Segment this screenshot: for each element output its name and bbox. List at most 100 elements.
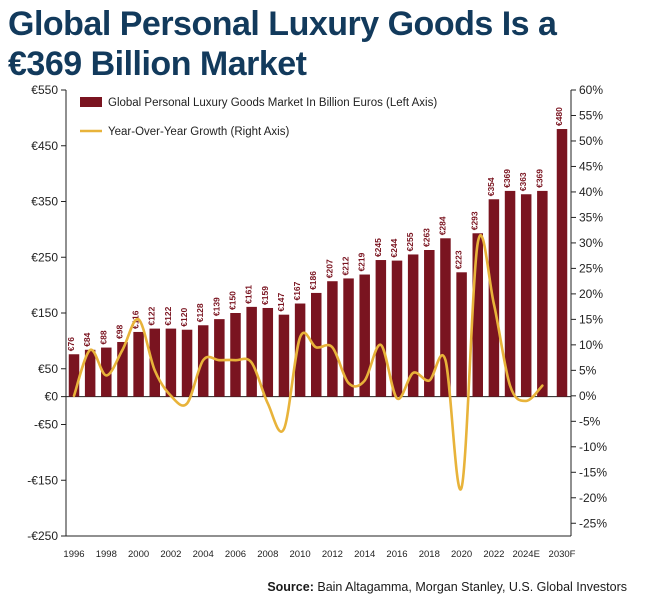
left-axis-tick-label: €50 — [38, 362, 58, 376]
bar-value-label: €480 — [554, 107, 564, 126]
bar-value-label: €167 — [292, 281, 302, 300]
left-axis-tick-label: €550 — [31, 83, 58, 97]
bar-value-label: €354 — [486, 177, 496, 196]
bar — [84, 349, 96, 397]
x-axis-tick-label: 1996 — [63, 549, 84, 560]
right-axis-tick-label: -15% — [579, 465, 607, 479]
x-axis-tick-label: 2030F — [549, 549, 576, 560]
legend-bar-label: Global Personal Luxury Goods Market In B… — [108, 97, 437, 109]
chart-title: Global Personal Luxury Goods Is a €369 B… — [8, 4, 638, 84]
right-axis-tick-label: 30% — [579, 236, 603, 250]
right-axis-tick-label: 40% — [579, 185, 603, 199]
x-axis-tick-label: 2020 — [451, 549, 472, 560]
chart-title-line1: Global Personal Luxury Goods Is a — [8, 5, 557, 43]
bar-value-label: €120 — [179, 308, 189, 327]
bar — [101, 347, 112, 397]
left-axis-tick-label: -€150 — [27, 473, 58, 487]
x-axis-tick-label: 1998 — [96, 549, 117, 560]
right-axis-tick-label: 25% — [579, 261, 603, 275]
bar — [520, 194, 532, 397]
bar-value-label: €284 — [437, 216, 447, 235]
growth-line — [72, 233, 544, 491]
source-note: Source: Bain Altagamma, Morgan Stanley, … — [267, 580, 627, 594]
source-label: Source: — [267, 580, 314, 594]
bar — [537, 190, 548, 397]
legend-line-label: Year-Over-Year Growth (Right Axis) — [108, 126, 289, 138]
right-axis-tick-label: -20% — [579, 491, 607, 505]
bar — [359, 274, 370, 397]
bar — [181, 329, 193, 397]
x-axis-tick-label: 2012 — [322, 549, 343, 560]
bar — [262, 307, 274, 397]
bar-value-label: €255 — [405, 232, 415, 251]
bar — [504, 190, 516, 397]
x-axis-tick-label: 2018 — [419, 549, 440, 560]
bar — [472, 233, 483, 397]
bar — [165, 328, 177, 397]
bar — [230, 313, 241, 397]
chart-title-line2: €369 Billion Market — [8, 45, 307, 83]
bar — [391, 260, 403, 397]
right-axis-tick-label: -10% — [579, 440, 607, 454]
left-axis-tick-label: €150 — [31, 306, 58, 320]
bar — [456, 272, 467, 397]
bar-value-label: €147 — [276, 292, 286, 311]
bar — [311, 292, 322, 397]
left-axis-tick-label: €350 — [31, 195, 58, 209]
bar — [149, 328, 160, 397]
bar-value-label: €139 — [211, 297, 221, 316]
x-axis-tick-label: 2006 — [225, 549, 246, 560]
bar — [278, 314, 290, 397]
bar — [294, 303, 306, 397]
right-axis-tick-label: -25% — [579, 516, 607, 530]
bar-value-label: €245 — [373, 238, 383, 257]
right-axis-tick-label: 60% — [579, 83, 603, 97]
x-axis-tick-label: 2022 — [483, 549, 504, 560]
x-axis-tick-label: 2010 — [290, 549, 311, 560]
bar-value-label: €122 — [163, 306, 173, 325]
right-axis-tick-label: 45% — [579, 159, 603, 173]
x-axis-tick-label: 2024E — [512, 549, 539, 560]
bar-value-label: €219 — [357, 252, 367, 271]
right-axis-tick-label: 10% — [579, 338, 603, 352]
bar — [375, 260, 387, 397]
right-axis-tick-label: 5% — [579, 363, 597, 377]
left-axis-tick-label: €0 — [45, 390, 59, 404]
bar-value-label: €207 — [324, 259, 334, 278]
bar — [424, 250, 435, 397]
bar-value-label: €122 — [147, 306, 157, 325]
right-axis-tick-label: -5% — [579, 414, 601, 428]
right-axis-tick-label: 50% — [579, 134, 603, 148]
x-axis-tick-label: 2002 — [160, 549, 181, 560]
bar — [407, 254, 419, 397]
right-axis-tick-label: 0% — [579, 389, 597, 403]
right-axis-tick-label: 15% — [579, 312, 603, 326]
source-text: Bain Altagamma, Morgan Stanley, U.S. Glo… — [317, 580, 627, 594]
bar-value-label: €128 — [195, 303, 205, 322]
bar-value-label: €150 — [228, 291, 238, 310]
bar-value-label: €363 — [518, 172, 528, 191]
x-axis-tick-label: 2000 — [128, 549, 149, 560]
bar-value-label: €223 — [454, 250, 464, 269]
x-axis-tick-label: 2008 — [257, 549, 278, 560]
bar — [133, 331, 144, 397]
bar-value-label: €159 — [260, 286, 270, 305]
bar — [68, 354, 80, 397]
bar — [117, 341, 128, 397]
bar-value-label: €88 — [98, 330, 108, 344]
bar-value-label: €186 — [308, 271, 318, 290]
x-axis-tick-label: 2016 — [386, 549, 407, 560]
bar — [214, 319, 225, 397]
left-axis-tick-label: €450 — [31, 139, 58, 153]
bar-value-label: €212 — [341, 256, 351, 275]
legend-bar-swatch — [80, 97, 102, 107]
bar — [556, 129, 568, 397]
bar-value-label: €369 — [502, 169, 512, 188]
bar-value-label: €263 — [421, 228, 431, 247]
x-axis-tick-label: 2014 — [354, 549, 375, 560]
right-axis-tick-label: 20% — [579, 287, 603, 301]
x-axis-tick-label: 2004 — [193, 549, 214, 560]
bar — [343, 278, 354, 397]
bar-value-label: €76 — [66, 337, 76, 351]
